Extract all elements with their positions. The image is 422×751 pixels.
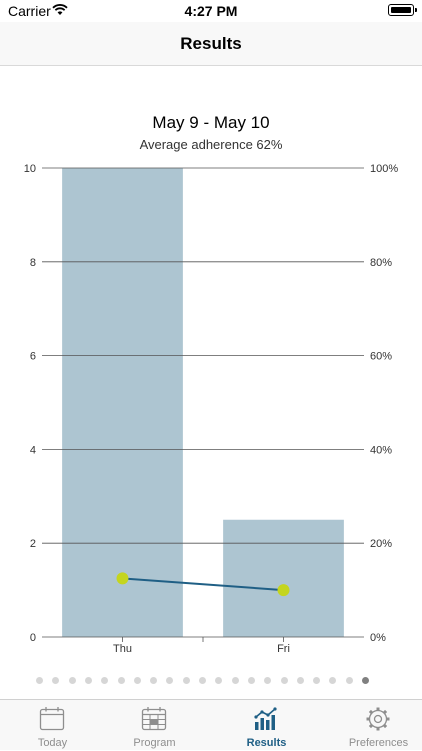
page-dot[interactable] <box>280 677 288 684</box>
chart-tick-label-right: 20% <box>370 538 392 550</box>
chart-tick-label-left: 10 <box>24 163 36 175</box>
page-dot[interactable] <box>199 677 206 684</box>
wifi-icon <box>52 4 68 15</box>
carrier-label: Carrier <box>8 3 51 19</box>
page-dot[interactable] <box>117 677 125 684</box>
tab-preferences[interactable]: Preferences <box>326 700 422 751</box>
adherence-point <box>277 584 290 597</box>
adherence-point <box>116 572 129 585</box>
clock: 4:27 PM <box>184 3 238 19</box>
tab-today[interactable]: Today <box>0 700 105 751</box>
chart-tick-label-right: 60% <box>370 351 392 363</box>
chart-bar <box>223 519 344 637</box>
chart-tick-label-right: 100% <box>370 163 398 175</box>
page-dot[interactable] <box>362 677 369 684</box>
chart-category-label: Thu <box>113 643 132 655</box>
tab-label-today: Today <box>37 737 68 749</box>
battery-icon <box>388 4 417 16</box>
page-dot[interactable] <box>166 677 174 684</box>
page-dot[interactable] <box>313 677 321 684</box>
status-bar: Carrier 4:27 PM <box>0 0 422 22</box>
chart-tick-label-left: 2 <box>30 538 36 550</box>
page-dot[interactable] <box>296 677 304 684</box>
chart-category-label: Fri <box>277 643 290 655</box>
chart-subtitle: Average adherence 62% <box>139 137 283 152</box>
chart-tick-label-right: 40% <box>370 444 392 456</box>
chart-icon <box>254 707 277 730</box>
page-title: Results <box>180 34 242 53</box>
chart-tick-label-left: 8 <box>30 257 36 269</box>
program-icon <box>141 707 167 731</box>
page-dot[interactable] <box>84 677 92 684</box>
chart-bar <box>62 168 183 637</box>
page-dot[interactable] <box>329 677 337 684</box>
page-dot[interactable] <box>247 677 255 684</box>
chart-tick-label-right: 80% <box>370 257 392 269</box>
tab-program[interactable]: Program <box>102 700 207 751</box>
tab-label-results: Results <box>246 737 287 749</box>
chart-tick-label-left: 4 <box>30 444 36 456</box>
page-dot[interactable] <box>150 677 158 684</box>
navigation-bar: Results <box>0 22 422 66</box>
page-dot[interactable] <box>68 677 76 684</box>
page-dot[interactable] <box>215 677 223 684</box>
page-dot[interactable] <box>345 677 353 684</box>
tab-bar: Today Program Results <box>0 699 422 750</box>
results-chart[interactable]: 0 0% 2 20% 4 40% 6 60% 8 80% 10 100% Thu Fri <box>0 150 422 660</box>
chart-tick-label-left: 0 <box>30 632 36 644</box>
page-dot[interactable] <box>264 677 272 684</box>
page-dot[interactable] <box>231 677 239 684</box>
page-indicator[interactable] <box>0 676 422 686</box>
tab-label-preferences: Preferences <box>348 737 409 749</box>
tab-results[interactable]: Results <box>214 700 319 751</box>
adherence-line <box>122 577 284 592</box>
gear-icon <box>366 707 390 731</box>
chart-tick-label-left: 6 <box>30 351 36 363</box>
calendar-icon <box>39 707 65 731</box>
chart-tick-label-right: 0% <box>370 632 386 644</box>
tab-label-program: Program <box>133 737 176 749</box>
page-dot[interactable] <box>101 677 109 684</box>
page-dot[interactable] <box>36 677 43 684</box>
page-dot[interactable] <box>133 677 141 684</box>
page-dot[interactable] <box>52 677 60 684</box>
chart-date-range: May 9 - May 10 <box>152 113 270 132</box>
page-dot[interactable] <box>182 677 190 684</box>
